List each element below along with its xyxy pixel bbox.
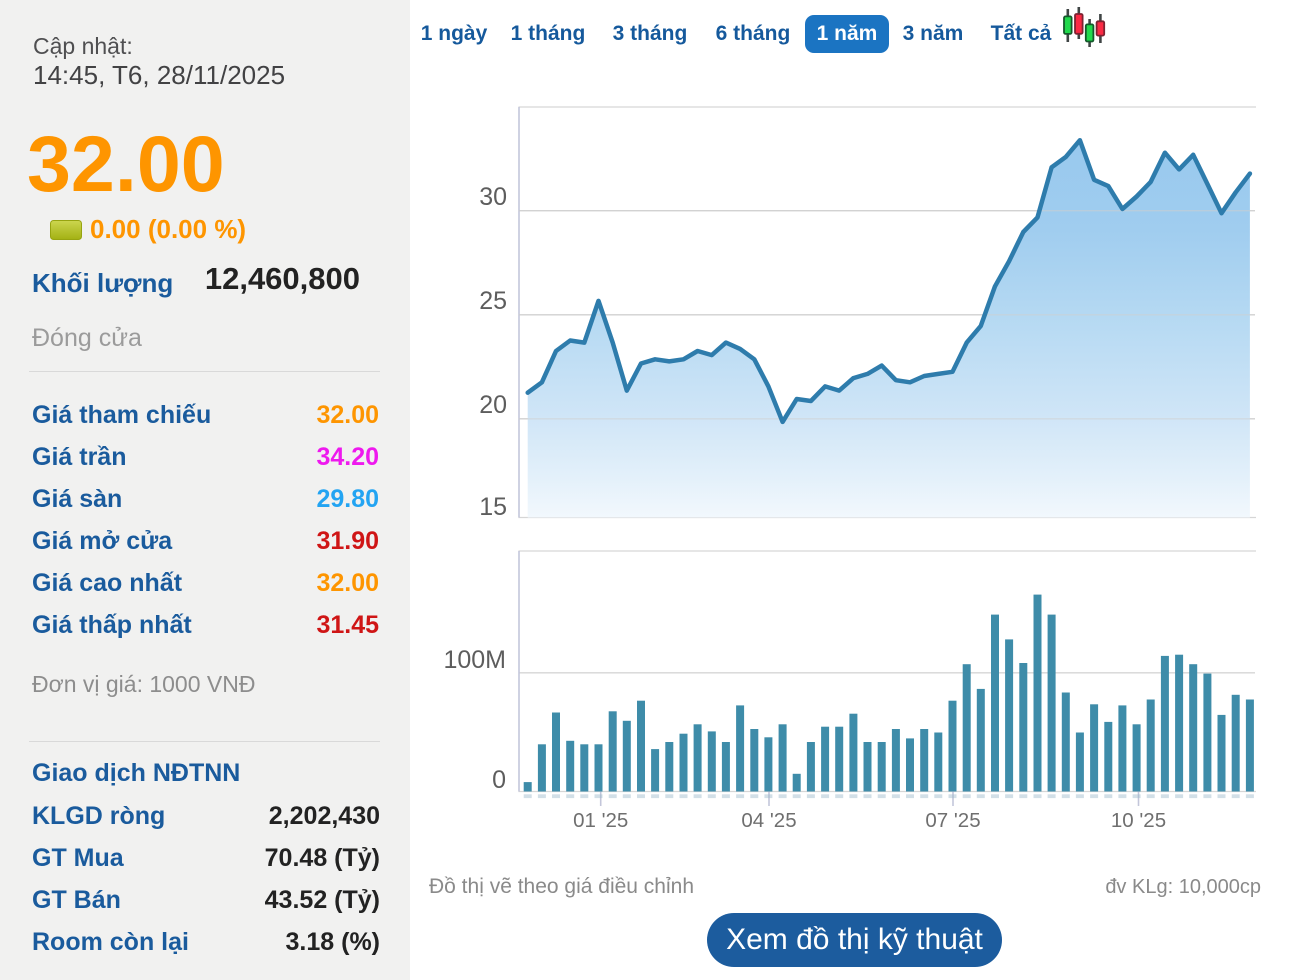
svg-text:100M: 100M <box>443 646 506 674</box>
svg-text:30: 30 <box>479 183 507 211</box>
svg-text:01 '25: 01 '25 <box>573 809 628 832</box>
svg-text:25: 25 <box>479 287 507 315</box>
svg-text:0: 0 <box>492 766 506 794</box>
svg-text:04 '25: 04 '25 <box>741 809 796 832</box>
svg-text:07 '25: 07 '25 <box>925 809 980 832</box>
svg-text:10 '25: 10 '25 <box>1111 809 1166 832</box>
svg-text:20: 20 <box>479 391 507 419</box>
svg-text:15: 15 <box>479 493 507 521</box>
